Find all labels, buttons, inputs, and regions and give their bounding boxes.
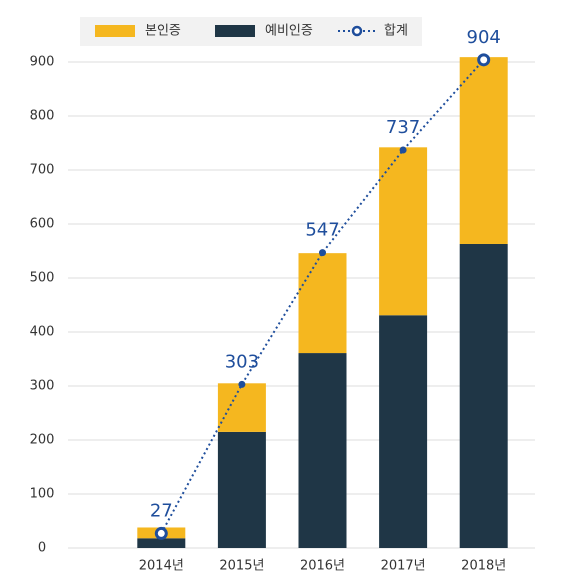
bar <box>298 253 347 354</box>
legend-swatch <box>215 25 255 37</box>
y-tick-label: 0 <box>38 541 46 556</box>
line-point <box>154 526 168 540</box>
value-label: 547 <box>305 220 339 241</box>
legend-label: 합계 <box>384 24 408 39</box>
x-tick-label: 2016년 <box>300 559 345 574</box>
legend-swatch <box>95 25 135 37</box>
legend-marker <box>351 25 363 37</box>
y-tick-label: 800 <box>30 109 55 124</box>
y-tick-label: 900 <box>30 55 55 70</box>
line-point <box>477 53 491 67</box>
bar <box>379 315 428 548</box>
value-label: 303 <box>225 351 259 372</box>
y-tick-label: 600 <box>30 217 55 232</box>
y-tick-label: 100 <box>30 487 55 502</box>
line-point <box>238 380 246 388</box>
bar <box>217 431 266 548</box>
y-tick-label: 500 <box>30 271 55 286</box>
x-tick-label: 2018년 <box>461 559 506 574</box>
y-tick-label: 200 <box>30 433 55 448</box>
x-tick-label: 2014년 <box>139 559 184 574</box>
bar <box>298 353 347 548</box>
value-label: 737 <box>386 117 420 138</box>
y-tick-label: 700 <box>30 163 55 178</box>
x-tick-label: 2017년 <box>381 559 426 574</box>
bar <box>217 383 266 432</box>
value-label: 27 <box>150 500 173 521</box>
legend-label: 본인증 <box>145 24 181 39</box>
x-tick-label: 2015년 <box>219 559 264 574</box>
y-tick-label: 400 <box>30 325 55 340</box>
legend-label: 예비인증 <box>265 24 313 39</box>
bar <box>379 147 428 316</box>
bar <box>459 243 508 549</box>
bar <box>137 538 186 548</box>
value-label: 904 <box>467 27 501 48</box>
line-point <box>319 249 326 257</box>
y-tick-label: 300 <box>30 379 55 394</box>
line-point <box>399 146 407 154</box>
bar <box>459 57 508 244</box>
